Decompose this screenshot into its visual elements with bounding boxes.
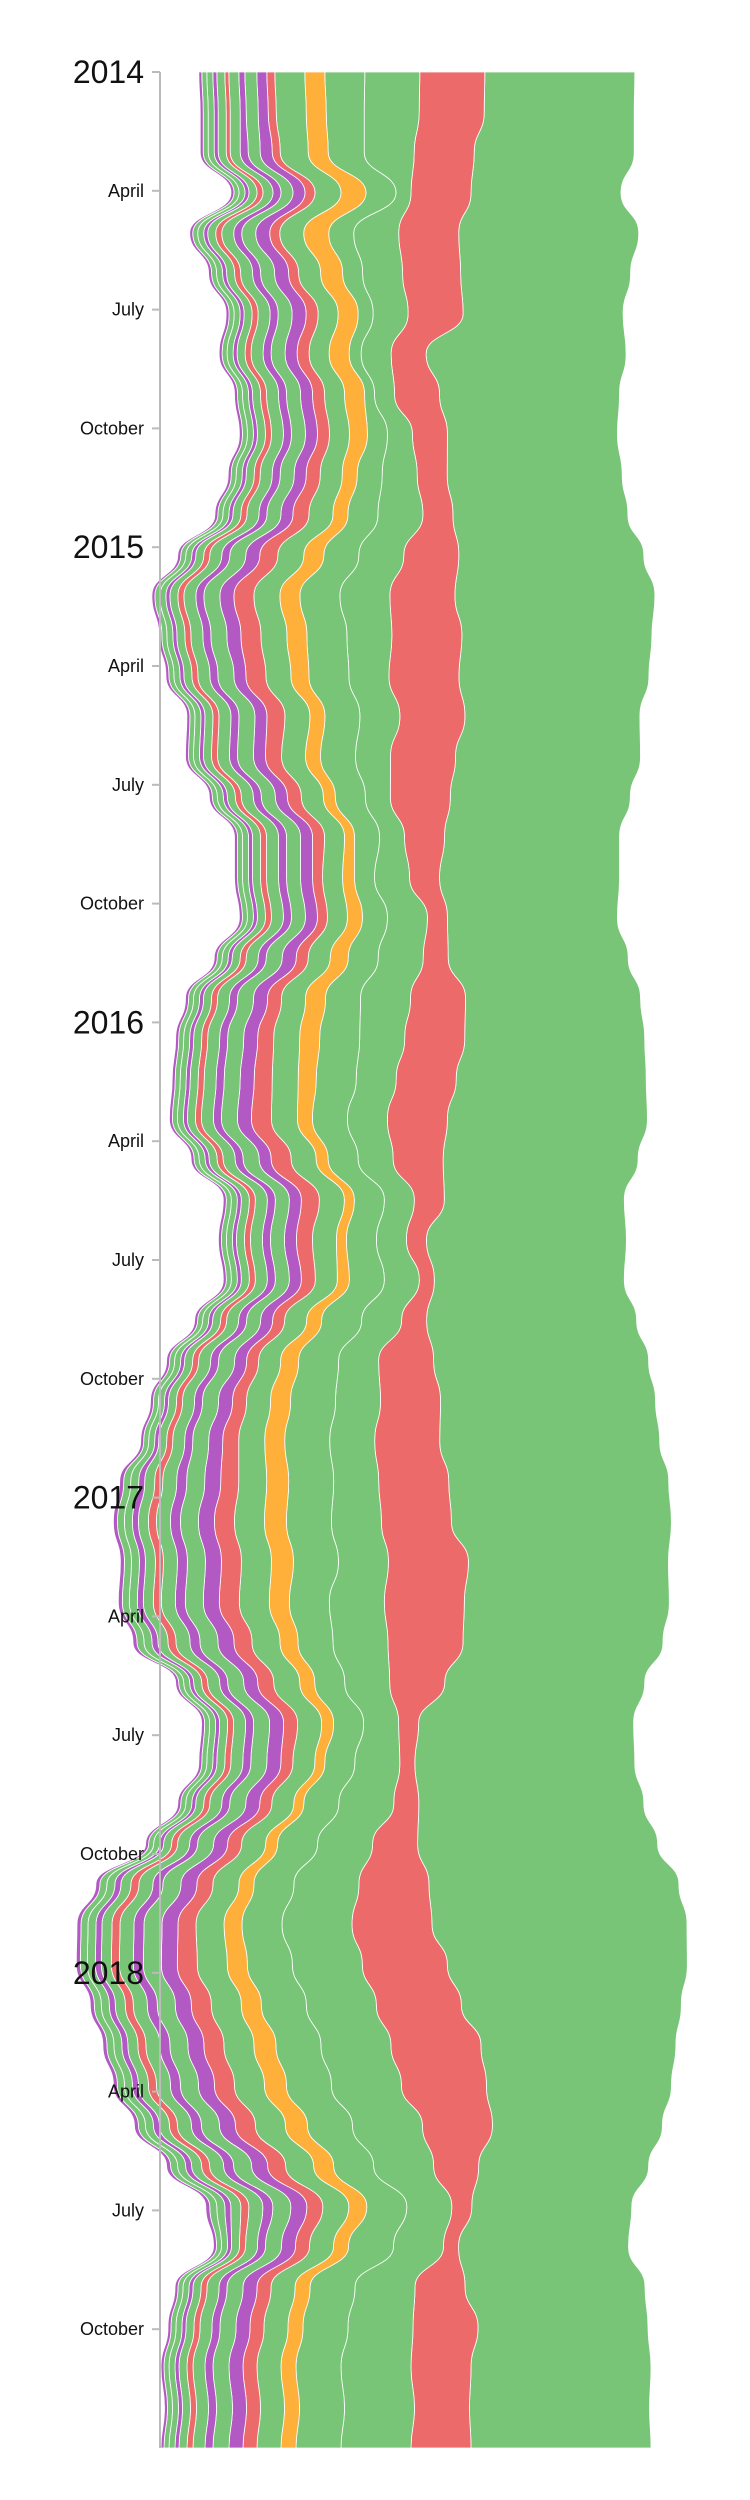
tick-label-month: April — [108, 181, 144, 201]
tick-label-month: October — [80, 418, 144, 438]
axis-ticks: 2014 April July October 2015 April July October… — [73, 54, 160, 2339]
tick-label-year: 2017 — [73, 1480, 144, 1516]
tick-label-month: October — [80, 894, 144, 914]
tick-label-month: April — [108, 656, 144, 676]
stream-layers — [75, 71, 688, 2449]
time-axis: 2014 April July October 2015 April July October… — [73, 54, 161, 2448]
tick-label-month: July — [112, 1250, 144, 1270]
tick-label-month: July — [112, 775, 144, 795]
tick-label-month: April — [108, 1131, 144, 1151]
tick-label-month: July — [112, 2200, 144, 2220]
tick-label-month: April — [108, 2082, 144, 2102]
tick-label-month: July — [112, 300, 144, 320]
tick-label-year: 2016 — [73, 1004, 144, 1040]
tick-label-month: October — [80, 1369, 144, 1389]
tick-label-month: July — [112, 1725, 144, 1745]
tick-label-year: 2014 — [73, 54, 144, 90]
tick-label-year: 2018 — [73, 1955, 144, 1991]
tick-label-month: October — [80, 2319, 144, 2339]
tick-label-month: April — [108, 1606, 144, 1626]
tick-label-month: October — [80, 1844, 144, 1864]
tick-label-year: 2015 — [73, 529, 144, 565]
